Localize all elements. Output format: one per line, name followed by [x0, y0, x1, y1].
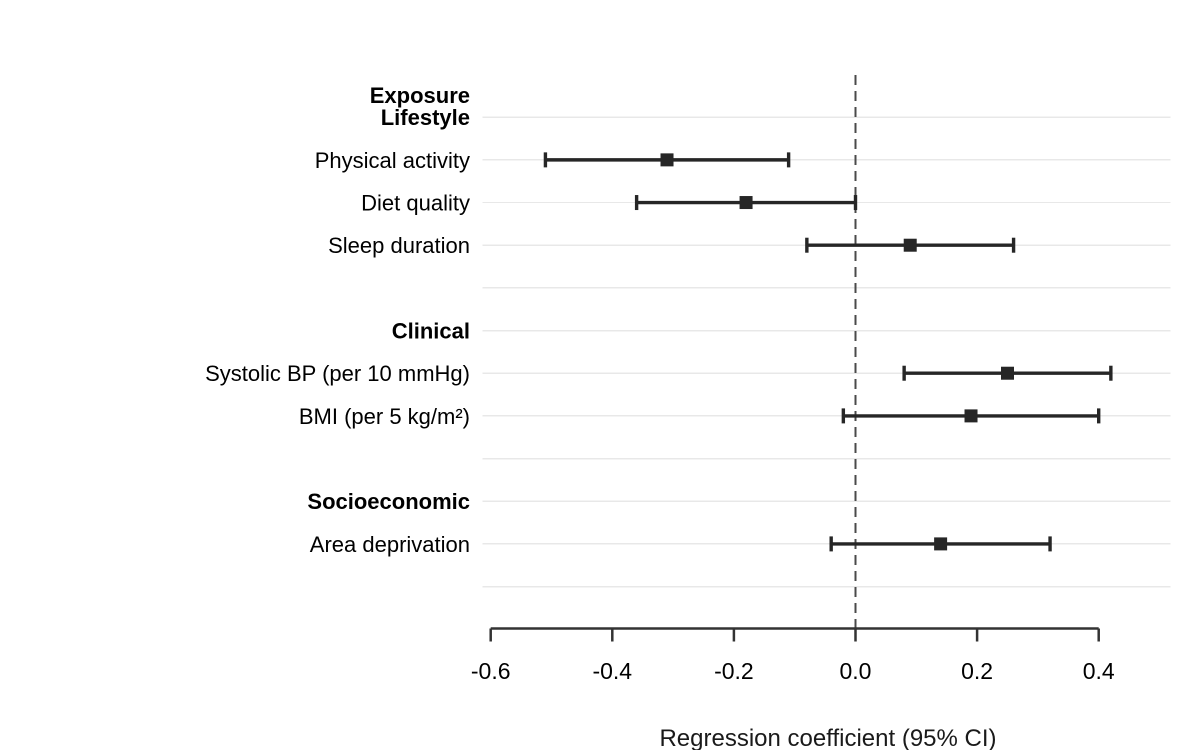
group-label: Clinical	[392, 319, 470, 344]
group-label: Socioeconomic	[307, 489, 470, 514]
x-axis-tick-label: -0.4	[592, 658, 632, 684]
x-axis-tick-label: -0.2	[714, 658, 754, 684]
point-estimate-marker	[903, 238, 917, 252]
row-label: Diet quality	[361, 191, 470, 216]
x-axis-title: Regression coefficient (95% CI)	[659, 725, 997, 750]
row-label: BMI (per 5 kg/m²)	[299, 404, 470, 429]
row-label: Systolic BP (per 10 mmHg)	[205, 361, 470, 386]
group-label: Lifestyle	[381, 105, 470, 130]
x-axis-tick-label: -0.6	[471, 658, 511, 684]
x-axis-tick-label: 0.2	[961, 658, 993, 684]
point-estimate-marker	[739, 196, 753, 210]
row-label: Area deprivation	[310, 532, 470, 557]
point-estimate-marker	[1001, 366, 1014, 380]
x-axis-tick-label: 0.4	[1083, 658, 1115, 684]
point-estimate-marker	[934, 537, 948, 551]
point-estimate-marker	[964, 409, 978, 423]
row-label: Sleep duration	[328, 233, 470, 258]
point-estimate-marker	[660, 153, 674, 167]
column-header-label: Exposure	[370, 83, 470, 108]
x-axis-tick-label: 0.0	[840, 658, 872, 684]
row-label: Physical activity	[315, 148, 470, 173]
